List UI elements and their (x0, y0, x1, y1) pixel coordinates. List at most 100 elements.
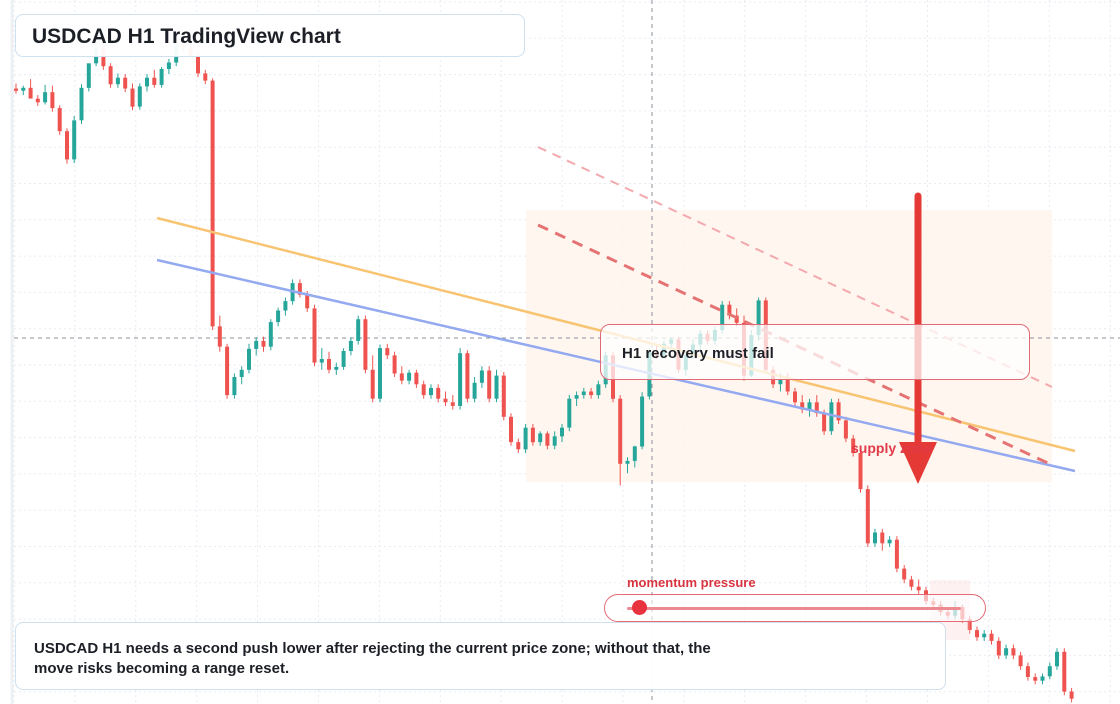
candle[interactable] (836, 398, 841, 424)
candle[interactable] (1062, 648, 1067, 696)
candle[interactable] (247, 343, 251, 374)
candle[interactable] (370, 355, 375, 403)
candle[interactable] (254, 337, 259, 356)
candle[interactable] (268, 319, 273, 351)
candle[interactable] (297, 279, 302, 298)
candle[interactable] (276, 307, 281, 327)
candle[interactable] (916, 579, 921, 594)
candle[interactable] (618, 395, 623, 486)
candle[interactable] (399, 366, 404, 385)
candle[interactable] (130, 83, 135, 111)
candle[interactable] (909, 575, 914, 591)
candle[interactable] (479, 366, 484, 388)
candle[interactable] (894, 536, 899, 573)
candle[interactable] (552, 431, 557, 450)
candle[interactable] (421, 380, 426, 399)
candle[interactable] (108, 63, 113, 88)
candle[interactable] (516, 438, 521, 454)
candle[interactable] (589, 387, 594, 399)
candle[interactable] (283, 297, 288, 316)
candle[interactable] (319, 348, 324, 370)
candle[interactable] (137, 83, 142, 110)
candle[interactable] (217, 315, 222, 352)
candle[interactable] (166, 58, 171, 75)
candle[interactable] (327, 351, 331, 374)
candle[interactable] (123, 74, 128, 93)
candle[interactable] (793, 387, 797, 406)
candle[interactable] (843, 416, 848, 443)
candle[interactable] (982, 630, 987, 641)
candle[interactable] (312, 304, 317, 367)
candle[interactable] (443, 391, 448, 407)
candle[interactable] (996, 637, 1001, 659)
candle[interactable] (334, 362, 339, 375)
candle[interactable] (35, 95, 40, 106)
candle[interactable] (239, 366, 244, 385)
candle[interactable] (465, 350, 470, 403)
candle[interactable] (152, 69, 157, 88)
candle[interactable] (807, 398, 812, 417)
candle[interactable] (1055, 648, 1059, 670)
candle[interactable] (545, 431, 550, 450)
candle[interactable] (800, 395, 805, 414)
candle[interactable] (348, 337, 353, 356)
candle[interactable] (1011, 644, 1016, 659)
candle[interactable] (1025, 662, 1030, 681)
candle[interactable] (574, 391, 579, 407)
momentum-slider-knob[interactable] (632, 600, 648, 615)
candle[interactable] (65, 128, 69, 164)
candle[interactable] (596, 380, 601, 399)
candle[interactable] (14, 83, 18, 94)
candle[interactable] (625, 457, 630, 474)
candle[interactable] (880, 528, 885, 551)
candle[interactable] (538, 431, 543, 446)
candle[interactable] (86, 63, 91, 92)
candle[interactable] (1018, 651, 1023, 670)
candle[interactable] (472, 377, 477, 403)
candle[interactable] (523, 424, 528, 453)
candle[interactable] (210, 78, 215, 330)
momentum-slider[interactable] (604, 594, 986, 622)
candle[interactable] (560, 424, 564, 443)
candle[interactable] (145, 74, 149, 92)
candle[interactable] (858, 449, 863, 493)
candle[interactable] (632, 445, 637, 468)
candle[interactable] (989, 630, 994, 645)
candle[interactable] (378, 344, 382, 403)
candle[interactable] (232, 373, 237, 399)
candle[interactable] (1033, 673, 1038, 685)
candle[interactable] (1069, 687, 1074, 703)
candle[interactable] (530, 424, 535, 446)
candle[interactable] (385, 343, 390, 359)
candle[interactable] (581, 387, 586, 399)
candle[interactable] (341, 348, 346, 370)
candle[interactable] (640, 392, 645, 450)
candle[interactable] (865, 485, 870, 547)
candle[interactable] (21, 85, 26, 96)
candle[interactable] (363, 315, 368, 374)
candle[interactable] (1004, 644, 1009, 659)
candle[interactable] (57, 105, 62, 135)
candle[interactable] (1040, 673, 1045, 685)
candle[interactable] (50, 85, 55, 112)
candle[interactable] (450, 395, 455, 410)
candle[interactable] (436, 384, 441, 403)
candle[interactable] (43, 84, 48, 105)
candle[interactable] (567, 395, 572, 432)
candle[interactable] (727, 301, 732, 320)
candle[interactable] (115, 73, 120, 88)
candle[interactable] (902, 565, 907, 584)
candle[interactable] (356, 315, 361, 345)
candle[interactable] (487, 366, 492, 403)
candle[interactable] (429, 384, 433, 399)
candle[interactable] (458, 348, 463, 410)
candle[interactable] (501, 372, 506, 421)
candle[interactable] (494, 369, 499, 403)
candle[interactable] (814, 395, 819, 417)
candle[interactable] (72, 116, 77, 163)
candle[interactable] (975, 626, 979, 641)
candle[interactable] (159, 66, 164, 88)
candle[interactable] (1047, 662, 1052, 680)
candle[interactable] (873, 528, 877, 547)
